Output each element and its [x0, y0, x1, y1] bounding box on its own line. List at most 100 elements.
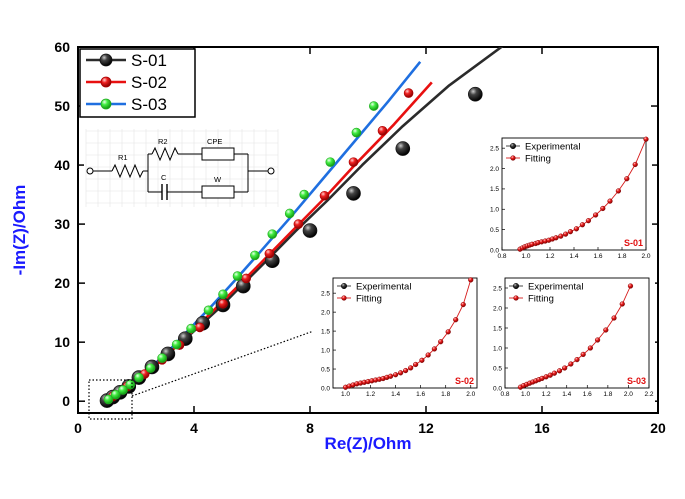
inset-sample-label: S-03	[627, 376, 646, 386]
legend-marker-s01	[99, 53, 113, 67]
x-tick-label: 12	[418, 420, 434, 436]
inset-marker	[388, 373, 394, 379]
marker-s-03	[267, 229, 278, 239]
inset-marker	[413, 361, 419, 368]
inset-marker	[558, 233, 564, 239]
inset-x-tick-label: 1.0	[521, 253, 530, 260]
inset-legend-label-experimental: Experimental	[528, 282, 583, 293]
legend-entry-s01: S-01	[86, 51, 167, 70]
inset-x-tick-label: 1.8	[441, 391, 450, 398]
inset-marker	[431, 346, 438, 352]
inset-marker	[587, 345, 593, 351]
marker-s-02	[377, 126, 388, 136]
inset-x-tick-label: 2.0	[624, 391, 633, 398]
legend-marker-s03	[100, 98, 112, 110]
zoom-callout-line	[131, 327, 323, 397]
inset-legend-label-fitting: Fitting	[525, 154, 551, 165]
marker-s-02	[319, 190, 330, 201]
marker-s-02	[293, 219, 304, 229]
marker-s-01	[395, 141, 411, 156]
legend-label-s01: S-01	[131, 51, 167, 70]
inset-y-tick-label: 1.5	[321, 328, 330, 335]
inset-y-tick-label: 0.5	[493, 365, 502, 372]
legend-marker-s02	[100, 76, 112, 88]
inset-marker	[592, 212, 599, 218]
inset-legend-marker-experimental	[341, 283, 348, 290]
inset-x-tick-label: 1.0	[341, 391, 350, 398]
y-tick-label: 0	[62, 393, 70, 409]
inset-marker	[468, 277, 474, 283]
legend-entry-s02: S-02	[86, 73, 167, 92]
inset-marker	[619, 301, 625, 307]
inset-marker	[632, 161, 638, 168]
inset-marker	[453, 317, 459, 323]
inset-marker	[398, 370, 404, 376]
inset-marker	[568, 361, 574, 367]
y-tick-label: 10	[54, 334, 70, 350]
inset-marker	[551, 370, 557, 376]
marker-s-03	[134, 372, 144, 383]
inset-marker	[562, 231, 569, 237]
legend-entry-s03: S-03	[86, 95, 167, 114]
marker-s-02	[348, 157, 359, 167]
marker-s-03	[110, 389, 121, 400]
inset-marker	[567, 229, 574, 235]
inset-marker	[562, 365, 568, 371]
inset-x-tick-label: 2.0	[466, 391, 475, 398]
x-tick-label: 20	[650, 420, 666, 436]
inset-x-tick-label: 1.4	[569, 253, 578, 260]
inset-marker	[553, 235, 559, 241]
marker-s-02	[403, 88, 414, 98]
inset-y-tick-label: 2.0	[493, 305, 502, 312]
inset-y-tick-label: 2.5	[321, 290, 330, 297]
x-tick-label: 16	[534, 420, 550, 436]
marker-s-01	[302, 223, 318, 238]
inset-legend-marker-fitting	[510, 155, 516, 161]
circuit-label-w: W	[214, 175, 222, 184]
inset-marker	[556, 368, 563, 374]
zoom-region-box	[88, 379, 133, 420]
inset-y-tick-label: 2.5	[493, 285, 502, 292]
marker-s-03	[203, 305, 214, 316]
inset-y-tick-label: 0.0	[490, 247, 499, 254]
inset-x-tick-label: 0.8	[497, 253, 506, 260]
inset-s-01: 0.8 1.0 1.2 1.4 1.6 1.8 2.0 0.0 0.5 1.0 1.5 2.0 2.5 E…	[482, 132, 652, 264]
inset-marker	[419, 357, 425, 363]
inset-y-tick-label: 1.0	[490, 207, 499, 214]
inset-x-tick-label: 1.4	[391, 391, 400, 398]
x-tick-label: 8	[306, 420, 314, 436]
main-axis-ticks	[77, 46, 659, 413]
inset-marker	[594, 337, 601, 343]
inset-y-tick-label: 2.0	[490, 166, 499, 173]
y-tick-label: 40	[54, 157, 70, 173]
main-axis-tick-labels: 0 4 8 12 16 20 0 10 20 30 40 50 60	[54, 39, 666, 436]
inset-x-tick-label: 2.0	[641, 253, 650, 260]
inset-marker	[580, 351, 586, 358]
inset-legend-marker-experimental	[510, 142, 517, 149]
inset-marker	[445, 329, 451, 335]
marker-s-03	[368, 101, 379, 111]
resistor-r2-symbol	[151, 146, 179, 162]
inset-marker	[438, 339, 444, 345]
legend-label-s03: S-03	[131, 95, 167, 114]
marker-s-03	[171, 339, 182, 350]
inset-marker	[607, 198, 613, 204]
equivalent-circuit: R1 R2 CPE C W	[84, 127, 280, 209]
marker-s-01	[467, 86, 483, 102]
inset-x-tick-label: 1.6	[583, 391, 592, 398]
inset-marker	[460, 301, 466, 308]
marker-s-03	[186, 323, 196, 334]
inset-x-tick-label: 2.2	[644, 391, 653, 398]
y-tick-label: 50	[54, 98, 70, 114]
inset-y-tick-label: 1.0	[321, 347, 330, 354]
marker-s-03	[103, 394, 114, 405]
inset-x-tick-label: 1.8	[603, 391, 612, 398]
inset-marker	[393, 372, 399, 378]
inset-y-tick-label: 0.0	[321, 385, 330, 392]
inset-marker	[579, 222, 586, 228]
inset-x-tick-label: 1.6	[593, 253, 602, 260]
inset-y-tick-label: 0.0	[493, 385, 502, 392]
x-tick-label: 4	[190, 420, 198, 436]
marker-s-03	[284, 208, 295, 219]
inset-s-02: 1.0 1.2 1.4 1.6 1.8 2.0 0.0 0.5 1.0 1.5 2.0 2.5 Expe…	[313, 272, 483, 402]
